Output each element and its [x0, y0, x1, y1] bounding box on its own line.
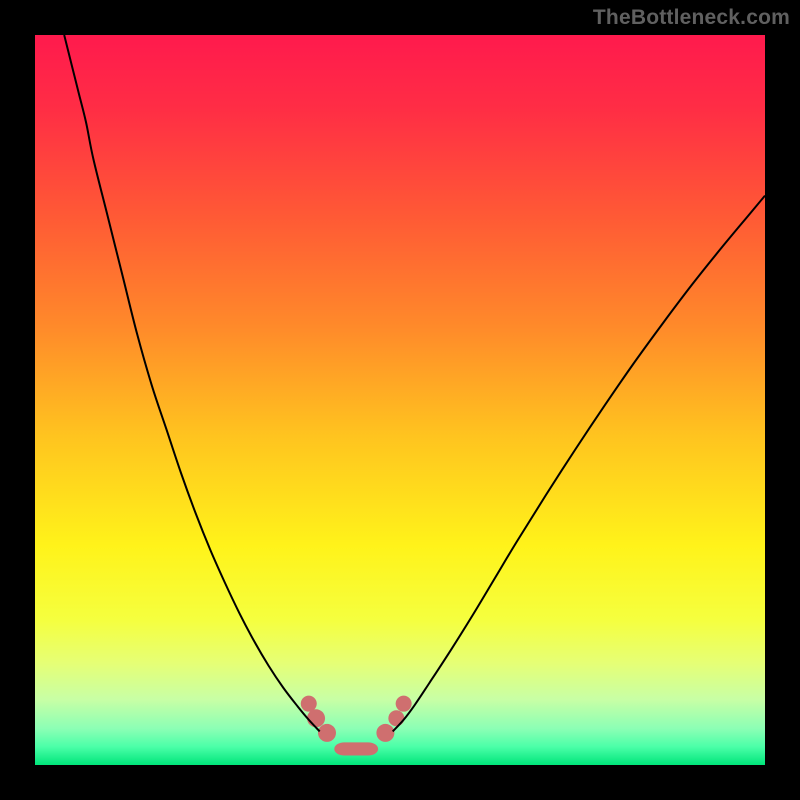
plot-area	[35, 35, 765, 765]
optimal-zone-dot	[396, 696, 412, 712]
optimal-zone-dot	[301, 696, 317, 712]
optimal-zone-dot	[307, 709, 325, 727]
bottleneck-chart	[35, 35, 765, 765]
watermark-text: TheBottleneck.com	[593, 6, 790, 30]
outer-frame: TheBottleneck.com	[0, 0, 800, 800]
optimal-zone-dot	[376, 724, 394, 742]
optimal-zone-bar	[334, 742, 378, 755]
optimal-zone-dot	[318, 724, 336, 742]
optimal-zone-dot	[388, 710, 404, 726]
gradient-background	[35, 35, 765, 765]
